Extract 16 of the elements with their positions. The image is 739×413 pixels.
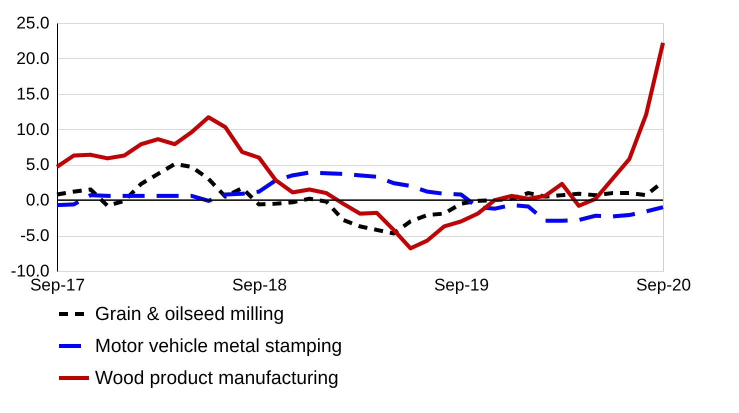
y-tick-label: 15.0 xyxy=(16,84,50,104)
x-tick-label: Sep-19 xyxy=(434,276,489,294)
y-tick-label: 20.0 xyxy=(16,48,50,68)
legend-label: Wood product manufacturing xyxy=(95,368,339,389)
x-tick-label: Sep-17 xyxy=(30,276,85,294)
y-tick-label: -5.0 xyxy=(20,226,50,246)
line-series xyxy=(55,170,665,223)
line-series xyxy=(55,40,665,250)
x-tick-label: Sep-20 xyxy=(636,276,691,294)
y-tick-label: 10.0 xyxy=(16,120,50,139)
y-tick-label: 5.0 xyxy=(26,155,50,174)
y-tick-label: 0.0 xyxy=(26,190,50,210)
legend-label: Grain & oilseed milling xyxy=(95,304,284,325)
y-tick-label: 25.0 xyxy=(16,14,50,32)
legend-label: Motor vehicle metal stamping xyxy=(95,336,342,357)
x-tick-label: Sep-18 xyxy=(232,276,287,294)
